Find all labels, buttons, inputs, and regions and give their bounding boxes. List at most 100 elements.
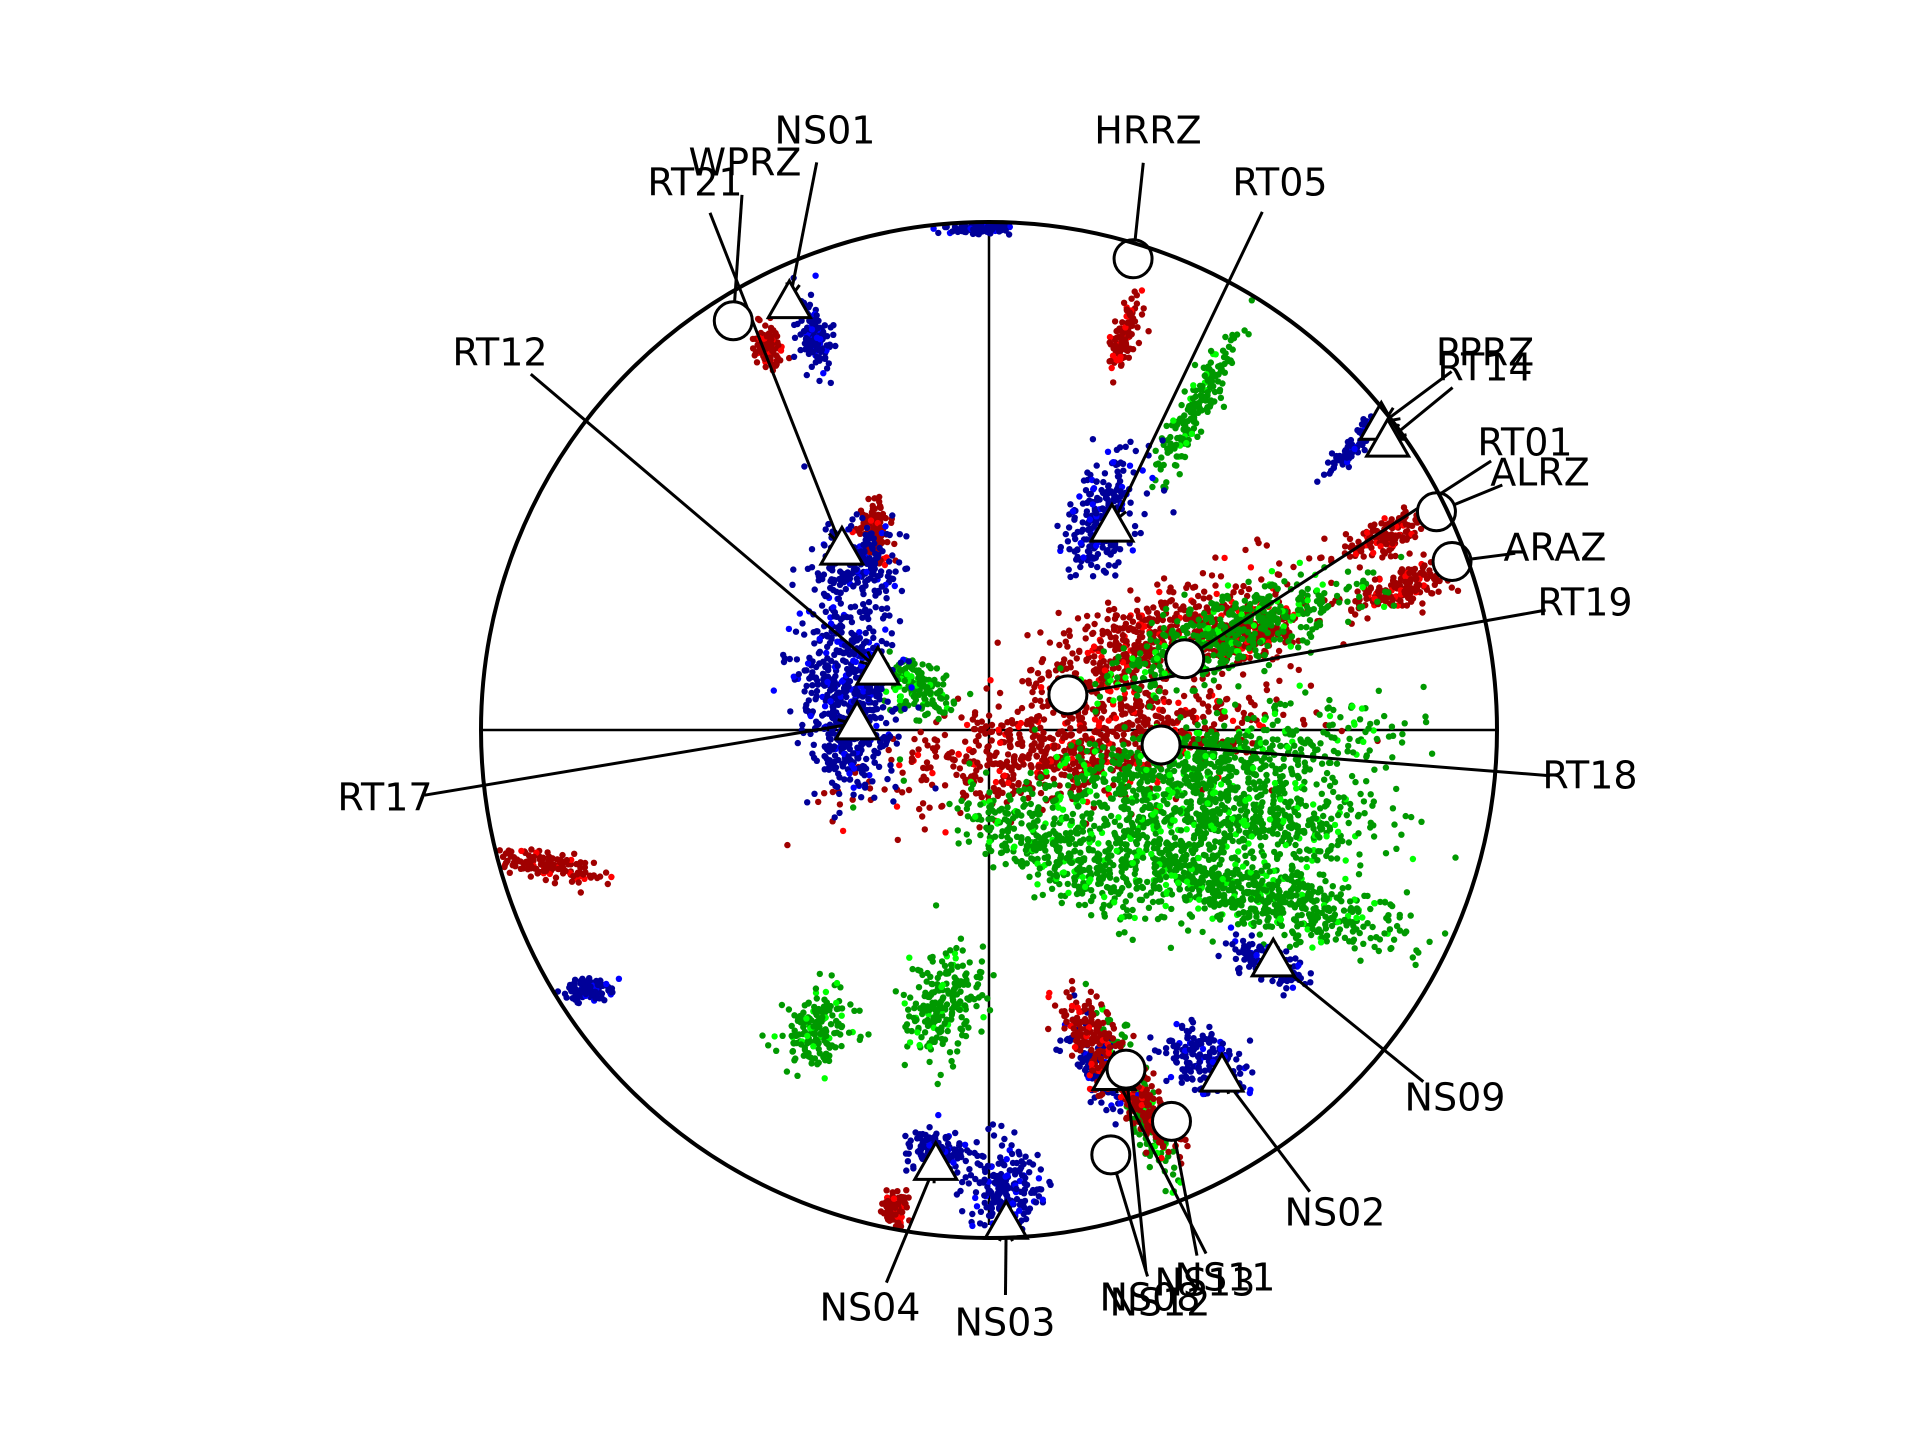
cluster-point (1126, 614, 1133, 621)
cluster-point (1149, 811, 1157, 818)
cluster-point (1160, 487, 1168, 494)
cluster-point (1208, 378, 1216, 385)
cluster-point (1232, 603, 1239, 610)
cluster-point (1149, 771, 1156, 778)
cluster-point (1165, 779, 1173, 786)
cluster-point (1028, 702, 1035, 709)
cluster-point (1117, 700, 1125, 707)
cluster-point (978, 718, 985, 725)
cluster-point (1342, 857, 1349, 864)
cluster-point (1083, 656, 1090, 663)
cluster-point (1183, 584, 1190, 591)
cluster-point (1380, 593, 1388, 601)
cluster-point (1292, 854, 1300, 861)
cluster-point (1093, 510, 1100, 517)
cluster-point (1029, 688, 1036, 696)
cluster-point (1201, 831, 1208, 838)
cluster-point (923, 759, 931, 766)
cluster-point (1128, 295, 1135, 302)
cluster-point (1270, 636, 1278, 643)
cluster-point (1019, 678, 1026, 685)
cluster-point (1199, 570, 1207, 577)
cluster-point (1141, 669, 1149, 676)
cluster-point (1138, 311, 1146, 318)
cluster-point (1027, 667, 1034, 674)
cluster-point (1389, 805, 1397, 812)
cluster-point (1156, 802, 1164, 810)
cluster-point (1383, 532, 1390, 539)
cluster-point (1240, 790, 1248, 798)
cluster-point (773, 361, 780, 368)
cluster-point (1057, 665, 1064, 672)
cluster-point (1118, 706, 1125, 713)
cluster-point (1008, 767, 1015, 774)
cluster-point (1063, 665, 1070, 672)
cluster-point (1162, 689, 1169, 696)
cluster-point (1116, 477, 1124, 485)
cluster-point (1213, 641, 1220, 648)
cluster-point (1015, 763, 1022, 771)
cluster-point (1221, 722, 1228, 729)
cluster-point (1044, 702, 1051, 709)
cluster-point (1019, 753, 1026, 761)
cluster-point (1358, 603, 1366, 610)
cluster-point (1173, 453, 1180, 460)
cluster-point (1344, 598, 1351, 605)
cluster-point (1240, 836, 1248, 844)
cluster-point (1213, 590, 1220, 598)
cluster-point (1183, 773, 1190, 781)
cluster-point (1177, 827, 1185, 834)
cluster-point (1261, 782, 1269, 790)
cluster-point (1043, 768, 1050, 776)
cluster-point (1164, 719, 1171, 726)
cluster-point (1180, 846, 1188, 853)
cluster-point (1296, 682, 1303, 689)
cluster-point (1093, 478, 1100, 485)
cluster-point (1232, 639, 1240, 646)
cluster-point (1263, 686, 1271, 694)
cluster-point (1069, 760, 1077, 767)
cluster-point (1156, 663, 1163, 670)
cluster-point (1105, 785, 1112, 792)
cluster-point (784, 841, 791, 849)
cluster-point (1224, 737, 1232, 744)
cluster-point (1238, 756, 1245, 764)
cluster-point (1126, 462, 1134, 469)
cluster-point (1115, 344, 1122, 352)
cluster-point (1034, 670, 1042, 677)
cluster-point (1186, 610, 1193, 618)
cluster-point (1190, 765, 1197, 772)
cluster-point (1156, 687, 1163, 695)
cluster-point (1074, 546, 1081, 553)
cluster-point (951, 756, 958, 764)
cluster-point (878, 539, 886, 546)
cluster-point (1061, 759, 1069, 767)
cluster-point (1195, 400, 1202, 407)
cluster-point (1335, 811, 1342, 819)
cluster-point (1170, 417, 1177, 424)
cluster-point (1209, 368, 1216, 375)
cluster-point (1291, 742, 1298, 749)
cluster-point (1254, 794, 1261, 801)
cluster-point (1090, 555, 1098, 562)
cluster-point (1081, 709, 1089, 716)
cluster-point (1059, 806, 1067, 813)
cluster-point (1067, 501, 1074, 508)
cluster-point (1149, 483, 1156, 491)
cluster-point (1192, 387, 1199, 394)
cluster-point (1270, 792, 1277, 799)
cluster-point (1029, 734, 1037, 741)
cluster-point (1153, 638, 1161, 645)
cluster-point (821, 322, 828, 329)
cluster-point (879, 510, 887, 518)
cluster-point (917, 728, 924, 736)
cluster-point (1228, 647, 1235, 655)
cluster-point (1207, 844, 1214, 851)
cluster-point (1422, 713, 1429, 720)
cluster-point (1202, 752, 1209, 760)
cluster-point (812, 272, 819, 279)
cluster-point (1356, 851, 1363, 858)
cluster-point (1205, 693, 1213, 700)
cluster-point (1225, 756, 1233, 763)
cluster-point (985, 712, 993, 719)
